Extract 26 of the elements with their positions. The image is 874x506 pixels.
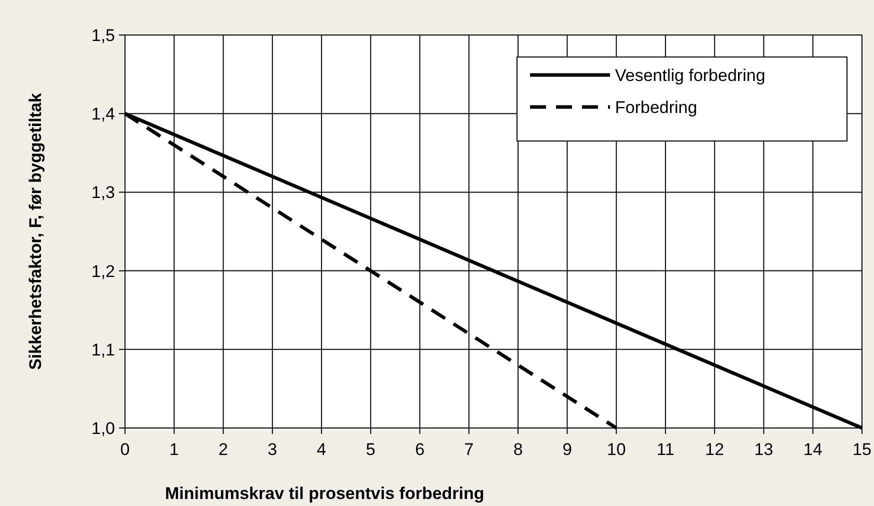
legend-label: Vesentlig forbedring bbox=[615, 66, 766, 85]
y-tick-label: 1,3 bbox=[91, 183, 115, 202]
x-tick-label: 12 bbox=[705, 440, 724, 459]
x-tick-label: 6 bbox=[415, 440, 425, 459]
x-tick-label: 5 bbox=[366, 440, 376, 459]
x-tick-label: 8 bbox=[513, 440, 523, 459]
x-tick-label: 1 bbox=[169, 440, 179, 459]
x-tick-label: 13 bbox=[754, 440, 774, 459]
x-tick-label: 14 bbox=[803, 440, 822, 459]
x-tick-label: 2 bbox=[218, 440, 228, 459]
legend-label: Forbedring bbox=[615, 98, 698, 117]
x-tick-label: 10 bbox=[606, 440, 626, 459]
y-tick-label: 1,0 bbox=[91, 419, 115, 438]
x-tick-label: 11 bbox=[656, 440, 674, 459]
x-tick-label: 3 bbox=[268, 440, 278, 459]
y-tick-label: 1,2 bbox=[91, 262, 115, 281]
x-tick-label: 15 bbox=[852, 440, 872, 459]
x-tick-label: 4 bbox=[316, 440, 326, 459]
y-axis-title: Sikkerhetsfaktor, F, før byggetiltak bbox=[26, 92, 45, 370]
y-tick-label: 1,4 bbox=[91, 104, 115, 124]
x-axis-title: Minimumskrav til prosentvis forbedring bbox=[165, 484, 484, 503]
y-tick-label: 1,1 bbox=[91, 340, 115, 360]
x-tick-label: 9 bbox=[562, 440, 572, 459]
x-tick-label: 7 bbox=[464, 440, 474, 459]
x-tick-label: 0 bbox=[120, 440, 130, 459]
y-tick-label: 1,5 bbox=[91, 26, 115, 45]
